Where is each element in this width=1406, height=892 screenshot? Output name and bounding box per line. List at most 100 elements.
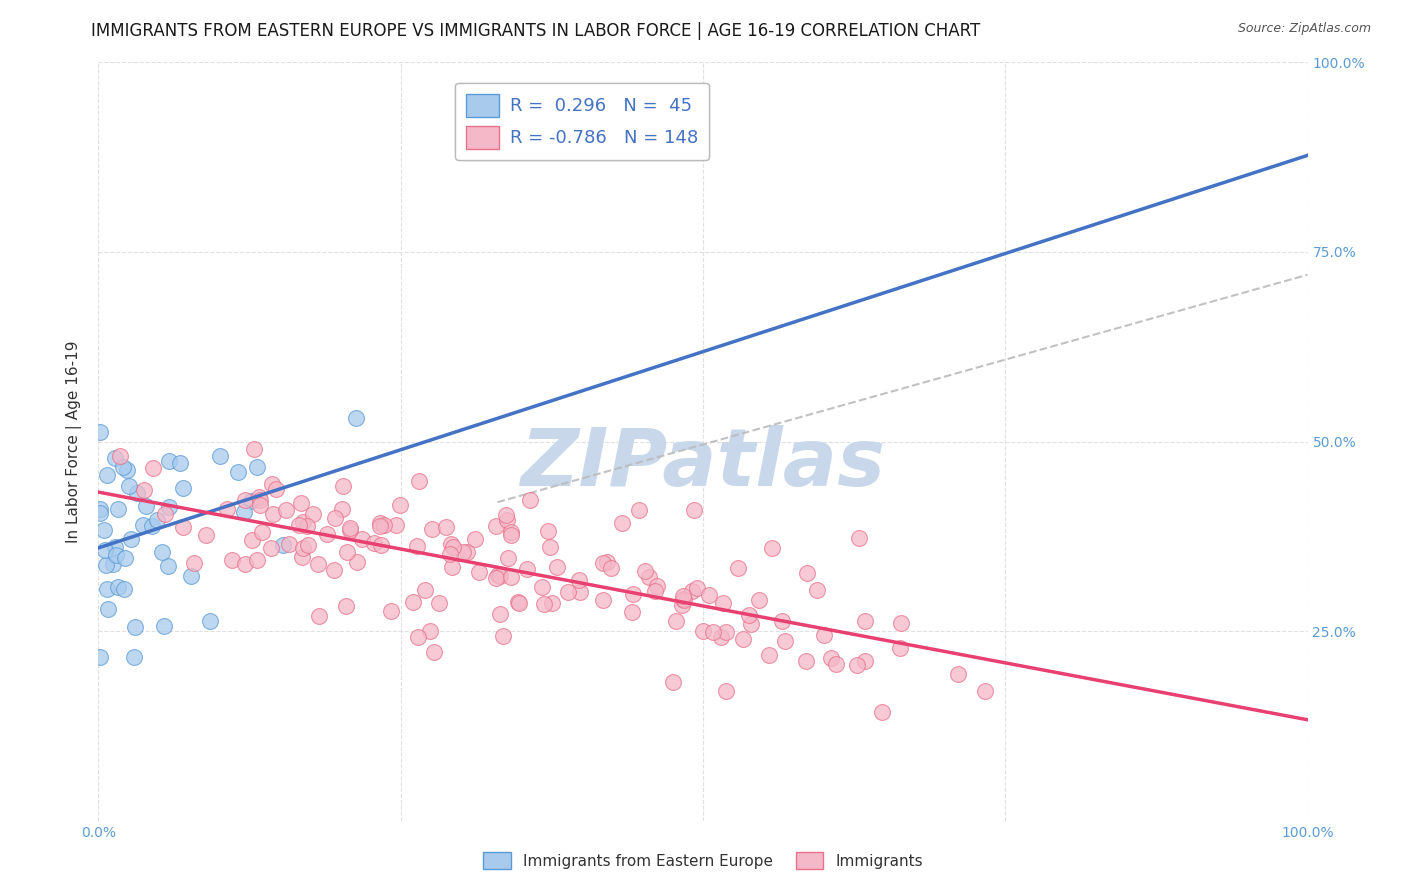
Point — [499, 525, 522, 540]
Point — [681, 584, 703, 599]
Point — [714, 684, 737, 698]
Point — [672, 592, 695, 607]
Point — [488, 607, 510, 622]
Point — [262, 508, 284, 522]
Point — [183, 556, 205, 570]
Point — [716, 624, 738, 639]
Point — [172, 520, 194, 534]
Point — [260, 541, 283, 556]
Point — [103, 541, 125, 555]
Point — [870, 705, 893, 719]
Point — [198, 614, 221, 628]
Point — [124, 619, 146, 633]
Point — [489, 569, 512, 583]
Point — [806, 583, 828, 598]
Point — [599, 561, 621, 575]
Point — [152, 619, 174, 633]
Point — [363, 536, 385, 550]
Point — [246, 459, 269, 474]
Point — [794, 654, 817, 668]
Point — [456, 544, 478, 558]
Point — [97, 601, 120, 615]
Point — [157, 453, 180, 467]
Point — [683, 503, 706, 517]
Point — [127, 486, 149, 500]
Point — [406, 539, 429, 553]
Point — [249, 492, 271, 507]
Point — [239, 493, 262, 508]
Point — [824, 657, 846, 671]
Point — [172, 481, 194, 495]
Point — [335, 599, 357, 613]
Point — [536, 524, 558, 538]
Point — [610, 516, 633, 531]
Point — [645, 579, 668, 593]
Point — [350, 532, 373, 546]
Point — [120, 532, 142, 546]
Point — [249, 498, 271, 512]
Point — [370, 538, 392, 552]
Point — [388, 498, 411, 512]
Point — [308, 608, 330, 623]
Point — [441, 559, 464, 574]
Point — [295, 519, 318, 533]
Point — [796, 566, 818, 580]
Point — [277, 536, 299, 550]
Point — [813, 628, 835, 642]
Point — [250, 524, 273, 539]
Point — [727, 561, 749, 575]
Point — [740, 617, 762, 632]
Point — [108, 449, 131, 463]
Point — [316, 526, 339, 541]
Point — [330, 502, 353, 516]
Point — [373, 518, 395, 533]
Point — [96, 582, 118, 597]
Point — [142, 460, 165, 475]
Point — [628, 503, 651, 517]
Point — [506, 595, 529, 609]
Point — [89, 502, 111, 516]
Point — [132, 517, 155, 532]
Point — [496, 550, 519, 565]
Point — [260, 477, 283, 491]
Point — [439, 547, 461, 561]
Point — [94, 558, 117, 573]
Point — [153, 507, 176, 521]
Point — [516, 562, 538, 576]
Point — [406, 630, 429, 644]
Text: IMMIGRANTS FROM EASTERN EUROPE VS IMMIGRANTS IN LABOR FORCE | AGE 16-19 CORRELAT: IMMIGRANTS FROM EASTERN EUROPE VS IMMIGR… — [91, 22, 980, 40]
Point — [89, 506, 111, 520]
Point — [710, 630, 733, 644]
Point — [93, 523, 115, 537]
Point — [538, 541, 561, 555]
Point — [672, 593, 695, 607]
Point — [451, 544, 474, 558]
Point — [302, 507, 325, 521]
Point — [848, 531, 870, 545]
Point — [568, 574, 591, 588]
Point — [274, 503, 297, 517]
Point — [157, 558, 180, 573]
Point — [711, 596, 734, 610]
Point — [402, 595, 425, 609]
Point — [468, 565, 491, 579]
Point — [441, 541, 464, 555]
Point — [134, 483, 156, 498]
Point — [266, 482, 288, 496]
Point — [974, 684, 997, 698]
Point — [530, 580, 553, 594]
Point — [738, 608, 761, 623]
Point — [297, 538, 319, 552]
Point — [420, 523, 443, 537]
Point — [748, 593, 770, 607]
Text: Source: ZipAtlas.com: Source: ZipAtlas.com — [1237, 22, 1371, 36]
Point — [948, 667, 970, 681]
Point — [495, 508, 517, 522]
Y-axis label: In Labor Force | Age 16-19: In Labor Force | Age 16-19 — [66, 340, 83, 543]
Point — [692, 624, 714, 639]
Point — [89, 650, 111, 665]
Point — [240, 533, 263, 547]
Legend: R =  0.296   N =  45, R = -0.786   N = 148: R = 0.296 N = 45, R = -0.786 N = 148 — [456, 83, 709, 160]
Point — [243, 442, 266, 457]
Point — [307, 557, 329, 571]
